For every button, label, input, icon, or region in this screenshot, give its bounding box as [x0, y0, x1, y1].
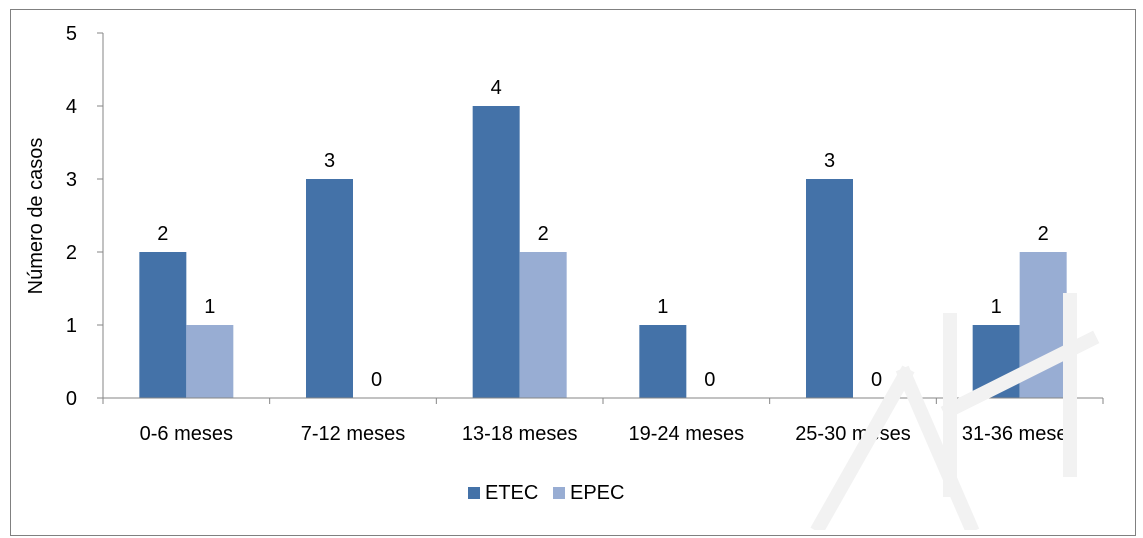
legend-swatch-etec: [468, 487, 480, 499]
legend: ETEC EPEC: [468, 482, 624, 504]
bar-epec-0: [186, 325, 234, 398]
y-tick-label-3: 3: [66, 169, 77, 191]
data-label-etec-1: 3: [324, 150, 335, 172]
data-label-epec-4: 0: [871, 369, 882, 391]
bar-etec-1: [306, 179, 353, 398]
y-tick-label-1: 1: [66, 315, 77, 337]
y-axis-title: Número de casos: [25, 138, 47, 295]
legend-label-etec: ETEC: [485, 482, 538, 504]
legend-swatch-epec: [553, 487, 565, 499]
bars-layer: [139, 106, 1067, 398]
bar-etec-0: [139, 252, 187, 398]
x-tick-label-1: 7-12 meses: [301, 423, 406, 445]
data-label-epec-3: 0: [704, 369, 715, 391]
bar-epec-2: [519, 252, 567, 398]
data-label-etec-0: 2: [157, 223, 168, 245]
data-labels-layer: 2 1 3 0 4 2 1 0 3 0 1 2: [157, 77, 1048, 391]
x-tick-label-4: 25-30 meses: [795, 423, 911, 445]
y-tick-label-0: 0: [66, 388, 77, 410]
bar-etec-5: [972, 325, 1020, 398]
y-tick-label-4: 4: [66, 96, 77, 118]
data-label-etec-2: 4: [491, 77, 502, 99]
data-label-epec-2: 2: [538, 223, 549, 245]
x-tick-label-3: 19-24 meses: [629, 423, 745, 445]
data-label-etec-5: 1: [991, 296, 1002, 318]
bar-epec-5: [1019, 252, 1067, 398]
legend-label-epec: EPEC: [570, 482, 624, 504]
x-tick-label-0: 0-6 meses: [140, 423, 233, 445]
data-label-etec-4: 3: [824, 150, 835, 172]
data-label-etec-3: 1: [657, 296, 668, 318]
bar-etec-4: [806, 179, 853, 398]
bar-etec-3: [639, 325, 687, 398]
y-tick-label-2: 2: [66, 242, 77, 264]
x-tick-label-2: 13-18 meses: [462, 423, 578, 445]
x-tick-label-5: 31-36 meses: [962, 423, 1078, 445]
data-label-epec-1: 0: [371, 369, 382, 391]
data-label-epec-0: 1: [204, 296, 215, 318]
data-label-epec-5: 2: [1038, 223, 1049, 245]
y-tick-label-5: 5: [66, 23, 77, 45]
bar-etec-2: [472, 106, 520, 398]
